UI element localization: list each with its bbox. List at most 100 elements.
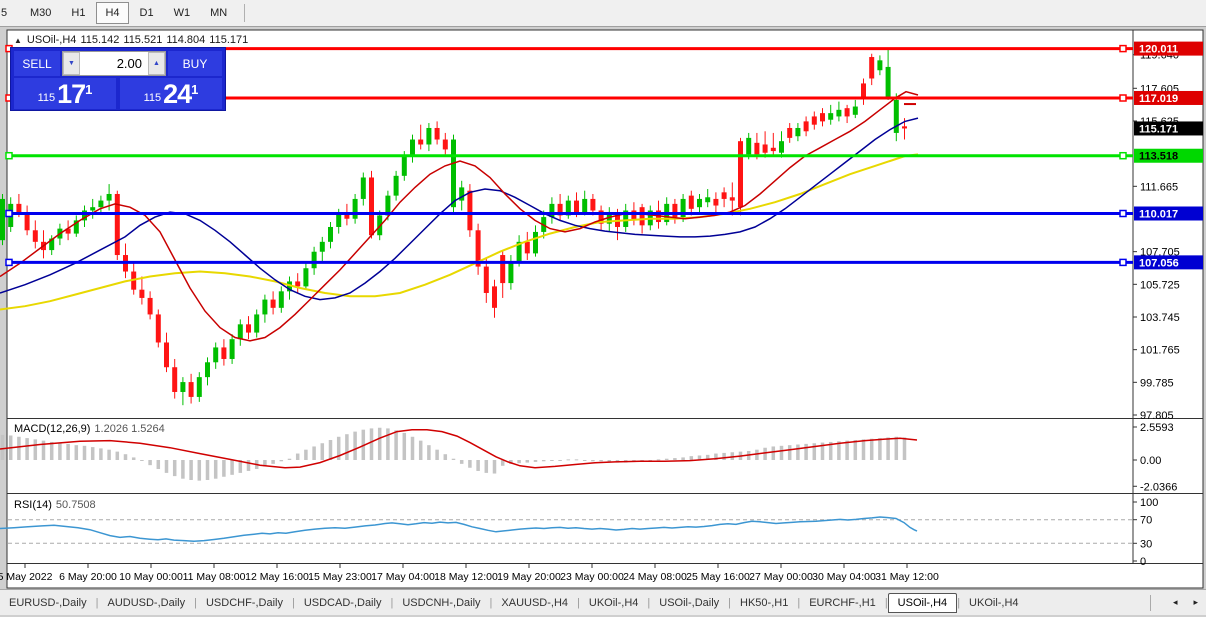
candle: [713, 198, 719, 206]
collapse-triangle-icon[interactable]: ▲: [14, 36, 22, 45]
candle: [311, 251, 317, 269]
candle: [574, 200, 579, 213]
sell-price-pips: 17: [57, 79, 86, 109]
macd-histogram-bar: [377, 427, 382, 460]
candle: [303, 268, 309, 287]
candle: [442, 139, 448, 150]
tab-audusd-daily[interactable]: AUDUSD-,Daily: [107, 596, 186, 609]
candle: [352, 198, 358, 219]
line-handle[interactable]: [1119, 94, 1127, 102]
line-handle[interactable]: [1119, 209, 1127, 218]
line-handle[interactable]: [1119, 44, 1127, 53]
tab-usoil-h4[interactable]: USOil-,H4: [887, 592, 958, 613]
candle: [869, 57, 875, 79]
candle: [492, 286, 497, 308]
price-badge-label: 120.011: [1139, 44, 1178, 56]
tab-xauusd-h4[interactable]: XAUUSD-,H4: [501, 596, 569, 609]
buy-price-whole: 115: [143, 92, 162, 104]
candle: [205, 362, 210, 378]
line-handle[interactable]: [5, 209, 13, 218]
price-badge: [1134, 121, 1203, 136]
line-handle[interactable]: [1119, 151, 1127, 160]
macd-histogram-bar: [82, 445, 87, 460]
timeframe-button-D1[interactable]: D1: [139, 7, 154, 19]
sell-price-button[interactable]: 115 17 1: [14, 78, 116, 109]
candle: [688, 195, 694, 209]
macd-histogram-bar: [328, 440, 333, 460]
tab-eurchf-h1[interactable]: EURCHF-,H1: [809, 596, 876, 609]
candle: [73, 220, 79, 234]
price-tick-label: 97.805: [1140, 410, 1174, 422]
macd-signal-line: [0, 428, 918, 469]
tab-ukoil-h4[interactable]: UKOil-,H4: [588, 596, 639, 609]
candle: [98, 200, 104, 208]
macd-histogram-bar: [213, 460, 218, 479]
line-handle[interactable]: [1119, 258, 1127, 267]
volume-input[interactable]: 2.00: [116, 56, 142, 71]
tab-usdchf-daily[interactable]: USDCHF-,Daily: [205, 596, 283, 609]
candle: [369, 177, 374, 236]
macd-histogram-bar: [894, 436, 899, 460]
timeframe-button-M30[interactable]: M30: [30, 7, 52, 19]
candle: [680, 198, 686, 218]
timeframe-button-5[interactable]: 5: [1, 7, 8, 19]
price-tick-label: 101.765: [1140, 345, 1180, 357]
candle: [565, 200, 571, 216]
timeframe-button-H4[interactable]: H4: [96, 2, 129, 24]
tab-divider: |: [489, 596, 493, 609]
macd-histogram-bar: [500, 460, 505, 466]
macd-histogram-bar: [197, 460, 202, 481]
candle: [623, 210, 629, 227]
candle: [795, 127, 801, 137]
candle: [475, 230, 481, 267]
buy-price-pips: 24: [163, 79, 192, 109]
candle: [820, 113, 825, 122]
scroll-left-icon[interactable]: ◂: [1172, 597, 1178, 607]
timeframe-button-MN[interactable]: MN: [210, 7, 228, 19]
macd-histogram-bar: [689, 456, 694, 460]
tab-usdcnh-daily[interactable]: USDCNH-,Daily: [402, 596, 481, 609]
macd-histogram-bar: [763, 447, 767, 460]
macd-current-values: 1.2026 1.5264: [94, 423, 165, 435]
candle: [229, 339, 235, 359]
macd-histogram-bar: [468, 460, 472, 468]
sell-button[interactable]: SELL: [14, 51, 60, 76]
macd-histogram-bar: [263, 460, 267, 467]
buy-price-button[interactable]: 115 24 1: [120, 78, 222, 109]
macd-pane: 2.5593 0.00 -2.0366: [0, 422, 1177, 493]
buy-button[interactable]: BUY: [168, 51, 222, 76]
candle: [319, 241, 325, 252]
candle: [164, 342, 169, 368]
tab-usoil-daily[interactable]: USOil-,Daily: [659, 596, 720, 609]
timeframe-button-H1[interactable]: H1: [71, 7, 86, 19]
timeframe-button-W1[interactable]: W1: [173, 7, 191, 19]
macd-histogram-bar: [541, 460, 546, 462]
candle: [697, 198, 702, 208]
candle: [770, 147, 776, 152]
macd-histogram-bar: [336, 436, 341, 460]
candle: [738, 141, 743, 208]
tab-eurusd-daily[interactable]: EURUSD-,Daily: [9, 596, 87, 609]
line-handle[interactable]: [5, 151, 13, 160]
candle: [557, 203, 563, 216]
tab-hk50-h1[interactable]: HK50-,H1: [740, 596, 789, 609]
scroll-right-icon[interactable]: ▸: [1193, 597, 1198, 607]
macd-histogram-bar: [435, 449, 439, 460]
candle: [582, 198, 588, 213]
line-handle[interactable]: [5, 258, 13, 267]
volume-increase-button[interactable]: ▲: [148, 52, 165, 75]
tab-ukoil-h4[interactable]: UKOil-,H4: [969, 596, 1019, 609]
macd-histogram-bar: [755, 449, 759, 460]
toolbar-separator: [244, 4, 246, 22]
tab-usdcad-daily[interactable]: USDCAD-,Daily: [303, 596, 382, 609]
candle: [221, 347, 227, 359]
macd-name: MACD(12,26,9): [14, 423, 91, 435]
tab-divider: |: [728, 596, 732, 609]
candle: [139, 289, 145, 298]
volume-decrease-button[interactable]: ▼: [63, 52, 80, 75]
macd-histogram-bar: [804, 443, 808, 460]
tab-divider: |: [291, 596, 295, 609]
macd-histogram-bar: [58, 442, 62, 460]
macd-axis-label: 0.00: [1140, 455, 1161, 467]
macd-histogram-bar: [189, 460, 193, 480]
